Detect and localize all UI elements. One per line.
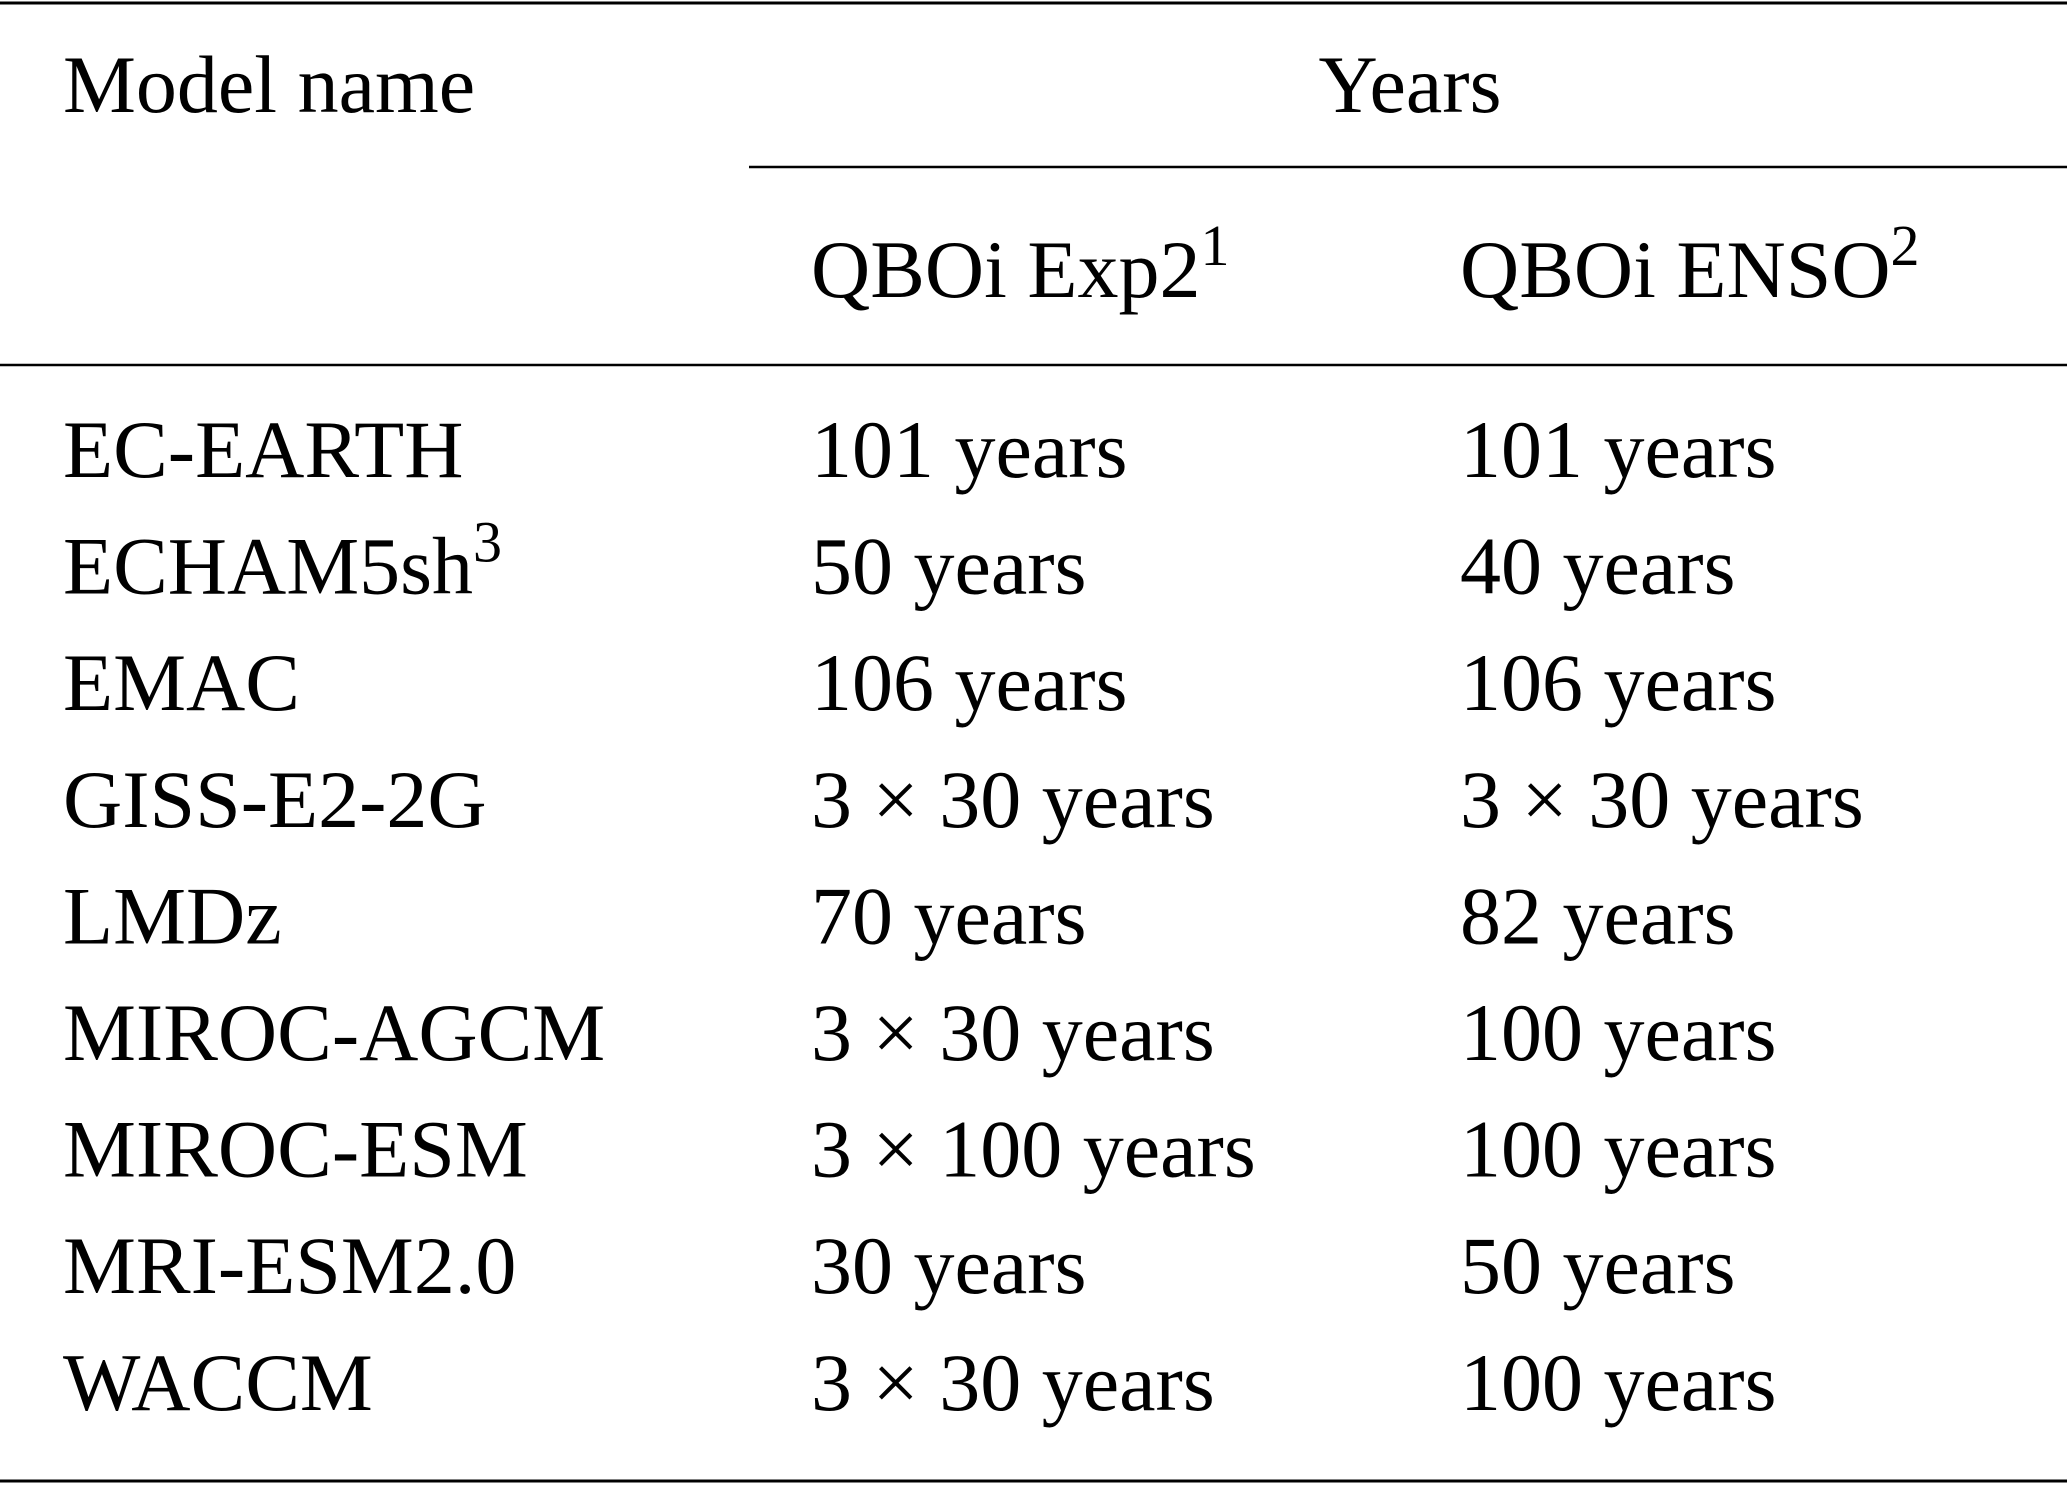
model-name: MIROC-AGCM [63, 987, 605, 1078]
column-header-text: QBOi Exp2 [811, 224, 1201, 315]
model-name: MIROC-ESM [63, 1104, 528, 1195]
years-cell: 101 years [811, 404, 1128, 495]
model-name: EC-EARTH [63, 404, 463, 495]
years-cell: 40 years [1460, 521, 1736, 612]
years-cell: 100 years [1460, 1104, 1777, 1195]
model-name: ECHAM5sh3 [63, 510, 502, 612]
years-cell: 3 × 100 years [811, 1104, 1256, 1195]
column-header-text: QBOi ENSO [1460, 224, 1891, 315]
years-cell: 50 years [1460, 1220, 1736, 1311]
header-model: Model name [63, 39, 475, 130]
years-cell: 101 years [1460, 404, 1777, 495]
column-header-sup: 1 [1201, 213, 1230, 278]
years-cell: 3 × 30 years [811, 754, 1215, 845]
model-name: EMAC [63, 637, 300, 728]
years-cell: 82 years [1460, 870, 1736, 961]
years-cell: 100 years [1460, 1337, 1777, 1428]
column-header-sup: 2 [1891, 213, 1920, 278]
column-header: QBOi ENSO2 [1460, 213, 1920, 315]
model-name: LMDz [63, 870, 282, 961]
years-cell: 3 × 30 years [811, 1337, 1215, 1428]
years-cell: 50 years [811, 521, 1087, 612]
years-cell: 100 years [1460, 987, 1777, 1078]
model-name-sup: 3 [473, 510, 502, 575]
years-cell: 30 years [811, 1220, 1087, 1311]
model-name-text: ECHAM5sh [63, 521, 473, 612]
model-name: MRI-ESM2.0 [63, 1220, 516, 1311]
years-cell: 3 × 30 years [1460, 754, 1864, 845]
model-name: GISS-E2-2G [63, 754, 487, 845]
model-name: WACCM [63, 1337, 373, 1428]
header-group: Years [1318, 39, 1501, 130]
years-cell: 106 years [1460, 637, 1777, 728]
years-cell: 106 years [811, 637, 1128, 728]
years-cell: 3 × 30 years [811, 987, 1215, 1078]
years-cell: 70 years [811, 870, 1087, 961]
column-header: QBOi Exp21 [811, 213, 1230, 315]
